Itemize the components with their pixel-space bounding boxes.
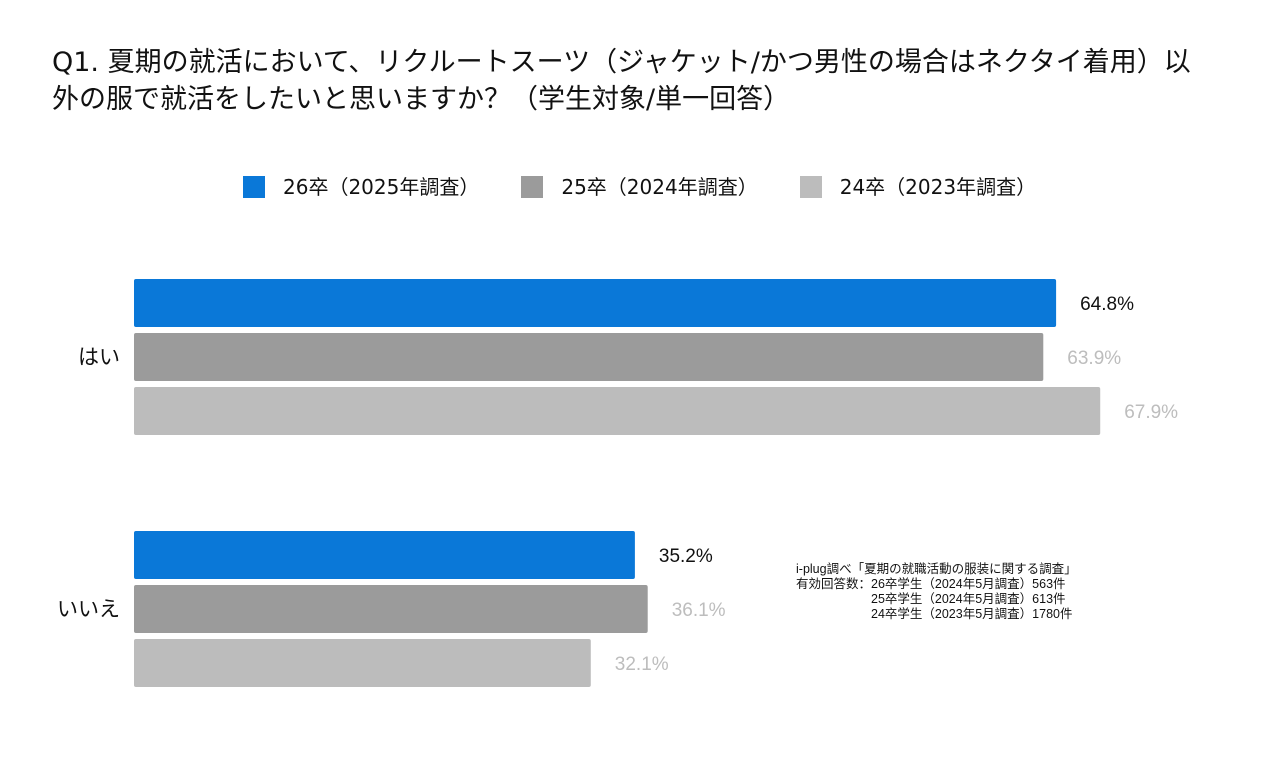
note-line: i-plug調べ「夏期の就職活動の服装に関する調査」 xyxy=(796,562,1077,576)
chart-title: Q1. 夏期の就活において、リクルートスーツ（ジャケット/かつ男性の場合はネクタ… xyxy=(52,47,1191,115)
source-note: i-plug調べ「夏期の就職活動の服装に関する調査」 有効回答数：26卒学生（20… xyxy=(796,562,1077,622)
data-label: 63.9% xyxy=(1067,348,1121,369)
bar xyxy=(134,585,648,633)
legend: 26卒（2025年調査） 25卒（2024年調査） 24卒（2023年調査） xyxy=(243,174,1078,200)
bar xyxy=(134,279,1057,327)
category-label: はい xyxy=(78,345,120,369)
category-label: いいえ xyxy=(57,597,120,621)
legend-item: 25卒（2024年調査） xyxy=(521,174,758,200)
note-line: 24卒学生（2023年5月調査）1780件 xyxy=(796,607,1073,621)
data-label: 36.1% xyxy=(672,600,726,621)
bar xyxy=(134,333,1044,381)
legend-swatch xyxy=(799,176,822,198)
bar xyxy=(134,531,635,579)
legend-label: 25卒（2024年調査） xyxy=(561,175,758,199)
legend-swatch xyxy=(243,176,265,198)
data-label: 64.8% xyxy=(1080,294,1134,315)
bar xyxy=(134,387,1101,435)
legend-swatch xyxy=(521,176,544,198)
legend-item: 26卒（2025年調査） xyxy=(243,174,479,200)
data-label: 67.9% xyxy=(1124,402,1178,423)
note-line: 有効回答数：26卒学生（2024年5月調査）563件 xyxy=(796,577,1066,591)
data-label: 35.2% xyxy=(659,546,713,567)
legend-item: 24卒（2023年調査） xyxy=(799,174,1037,200)
legend-label: 24卒（2023年調査） xyxy=(839,175,1037,199)
note-line: 25卒学生（2024年5月調査）613件 xyxy=(796,592,1066,606)
bar xyxy=(134,639,591,687)
legend-label: 26卒（2025年調査） xyxy=(283,175,480,199)
data-label: 32.1% xyxy=(615,654,669,675)
